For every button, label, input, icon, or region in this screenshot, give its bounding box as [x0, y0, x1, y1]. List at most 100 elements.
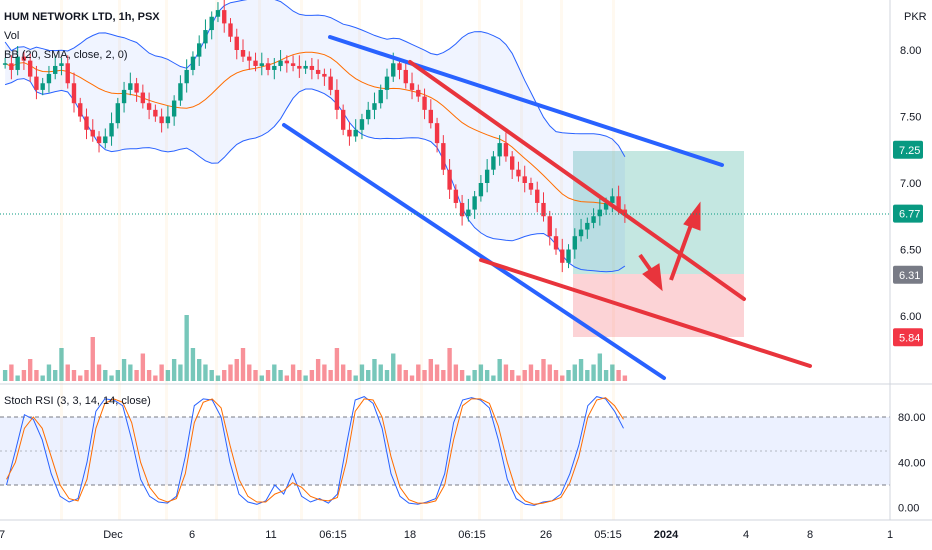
volume-bar	[535, 370, 540, 381]
candle-body	[347, 129, 352, 137]
candle-body	[522, 176, 527, 183]
candle-body	[403, 69, 408, 84]
volume-bar	[303, 375, 308, 381]
price-tick: 8.00	[900, 45, 921, 57]
volume-bar	[566, 370, 571, 381]
channel-lines	[282, 35, 724, 380]
volume-bar	[509, 370, 515, 381]
volume-bar	[516, 375, 521, 381]
time-tick: 2024	[654, 529, 679, 541]
volume-bar	[334, 348, 340, 381]
price-label-box	[893, 140, 923, 159]
candle-body	[265, 63, 271, 70]
candle-body	[228, 23, 233, 37]
indicator-stoch-rsi[interactable]: Stoch RSI (3, 3, 14, 14, close)	[4, 395, 151, 407]
volume-bar	[90, 337, 95, 381]
volume-bar	[27, 359, 33, 381]
volume-bar	[203, 364, 208, 381]
price-tick: 7.00	[900, 178, 921, 190]
candle-body	[146, 103, 152, 110]
candle-body	[622, 209, 628, 214]
volume-bar	[165, 370, 171, 381]
volume-bar	[547, 364, 552, 381]
candle-body	[553, 236, 559, 250]
volume-bar	[328, 370, 333, 381]
candle-body	[140, 92, 146, 104]
candle-body	[334, 89, 340, 110]
candle-body	[428, 109, 434, 124]
volume-bar	[497, 359, 502, 381]
time-tick: 8	[807, 529, 813, 541]
price-tick: 6.50	[900, 245, 921, 257]
candle-body	[21, 56, 27, 61]
bollinger-bands	[4, 0, 626, 273]
volume-bar	[491, 375, 496, 381]
volume-bar	[178, 364, 183, 381]
currency-label: PKR	[904, 11, 927, 23]
candle-body	[215, 10, 221, 17]
volume-bar	[159, 364, 164, 381]
candle-body	[322, 73, 327, 77]
volume-bar	[34, 370, 39, 381]
stoch-lines	[6, 396, 624, 506]
candle-body	[115, 103, 121, 124]
wedge-lower-line	[479, 258, 812, 368]
candle-body	[359, 119, 365, 130]
volume-bar	[541, 359, 546, 381]
candle-body	[159, 116, 164, 124]
candle-body	[378, 89, 383, 104]
candle-body	[234, 36, 239, 50]
price-labels: 7.25 6.77 6.31 5.84	[893, 140, 923, 347]
volume-bar	[171, 359, 177, 381]
candle-body	[591, 216, 596, 223]
candle-body	[203, 30, 208, 44]
bb-lower	[4, 78, 626, 273]
candle-body	[303, 65, 308, 69]
candle-body	[484, 169, 490, 183]
price-axis: 8.00 7.50 7.00 6.50 6.00	[900, 45, 921, 323]
time-tick: 6	[189, 529, 195, 541]
candle-body	[309, 65, 315, 70]
candle-body	[278, 60, 283, 66]
indicator-vol[interactable]: Vol	[4, 30, 19, 42]
volume-bar	[184, 315, 189, 381]
candle-body	[65, 63, 70, 84]
volume-bar	[297, 370, 302, 381]
volume-bar	[278, 370, 283, 381]
candle-body	[497, 143, 502, 157]
candle-body	[259, 63, 264, 66]
volume-bar	[522, 370, 527, 381]
volume-bar	[434, 364, 440, 381]
volume-bar	[259, 375, 264, 381]
candle-body	[9, 63, 14, 70]
volume-bar	[560, 375, 565, 381]
volume-bar	[340, 364, 346, 381]
volume-bar	[585, 370, 590, 381]
volume-bar	[21, 370, 27, 381]
volume-bar	[472, 370, 477, 381]
candle-body	[171, 100, 177, 117]
volume-bar	[53, 370, 58, 381]
arrow-up-head	[683, 201, 701, 231]
time-axis: 7 Dec 6 11 06:15 18 06:15 26 05:15 2024 4 8 1	[0, 529, 893, 541]
candle-body	[53, 65, 58, 74]
price-label: 6.31	[899, 270, 920, 282]
candle-body	[272, 65, 277, 70]
candle-body	[459, 202, 465, 217]
candle-body	[2, 63, 8, 65]
candle-body	[84, 116, 89, 130]
volume-bar	[478, 364, 484, 381]
time-tick: 26	[540, 529, 552, 541]
indicator-bb[interactable]: BB (20, SMA, close, 2, 0)	[4, 49, 128, 61]
candle-body	[253, 60, 258, 66]
volume-bar	[403, 370, 408, 381]
candle-body	[585, 222, 590, 230]
stoch-series-line	[6, 397, 624, 505]
volume-bar	[453, 364, 459, 381]
candle-body	[240, 50, 246, 57]
channel-lower-line	[282, 123, 666, 380]
candle-body	[196, 43, 202, 57]
candle-body	[478, 183, 484, 197]
time-tick: 06:15	[319, 529, 347, 541]
volume-bar	[528, 364, 534, 381]
